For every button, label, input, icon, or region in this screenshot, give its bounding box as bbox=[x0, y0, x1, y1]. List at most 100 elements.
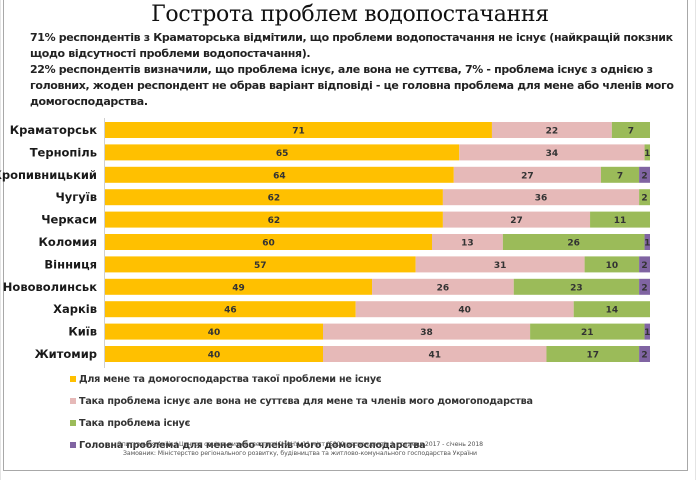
data-label: 40 bbox=[458, 306, 471, 316]
bar-segment bbox=[432, 234, 503, 250]
bar-segment bbox=[513, 278, 640, 295]
bar-segment bbox=[611, 122, 650, 138]
bar-segment bbox=[530, 323, 645, 340]
bar-segment bbox=[590, 211, 650, 228]
data-label: 60 bbox=[262, 239, 275, 249]
bar-segment bbox=[442, 189, 640, 206]
data-label: 7 bbox=[617, 171, 623, 181]
bar-segment bbox=[639, 346, 650, 362]
bar-segment bbox=[105, 301, 356, 318]
bar-segment bbox=[105, 144, 460, 161]
bar-segment bbox=[415, 256, 585, 273]
data-label: 26 bbox=[437, 283, 450, 293]
data-label: 13 bbox=[461, 239, 474, 249]
data-label: 23 bbox=[570, 283, 583, 293]
chart-source-note: Опитування Agilis / Центру соціальних ек… bbox=[90, 440, 510, 458]
legend-swatch bbox=[70, 420, 76, 426]
sheet-gridline bbox=[0, 0, 1, 480]
data-label: 31 bbox=[494, 261, 507, 271]
data-label: 22 bbox=[546, 127, 559, 137]
data-label: 1 bbox=[644, 149, 650, 159]
description-paragraph-1: 71% респондентів з Краматорська відмітил… bbox=[30, 31, 673, 60]
data-label: 10 bbox=[606, 261, 619, 271]
bar-segment bbox=[323, 323, 531, 340]
category-label: Кропивницький bbox=[0, 168, 97, 182]
chart-title: Гострота проблем водопостачання bbox=[151, 2, 549, 27]
bar-segment bbox=[639, 189, 650, 206]
bar-segment bbox=[491, 122, 612, 138]
bar-segment bbox=[442, 211, 591, 228]
bar-segment bbox=[105, 122, 492, 138]
data-label: 57 bbox=[254, 261, 267, 271]
category-label: Київ bbox=[68, 325, 97, 339]
bar-segment bbox=[105, 278, 373, 295]
category-label: Тернопіль bbox=[30, 145, 97, 159]
data-label: 26 bbox=[567, 239, 580, 249]
data-label: 17 bbox=[587, 351, 600, 361]
data-label: 65 bbox=[276, 149, 289, 159]
bar-segment bbox=[105, 211, 443, 228]
legend-swatch bbox=[70, 398, 76, 404]
data-label: 2 bbox=[641, 171, 647, 181]
bar-segment bbox=[453, 166, 601, 183]
data-label: 2 bbox=[641, 194, 647, 204]
legend-item: Така проблема існує але вона не суттєва … bbox=[70, 390, 533, 412]
bar-segment bbox=[639, 256, 650, 273]
bar-segment bbox=[372, 278, 514, 295]
category-label: Коломия bbox=[39, 235, 97, 249]
data-label: 62 bbox=[268, 194, 281, 204]
bar-segment bbox=[105, 166, 454, 183]
legend-item: Така проблема існує bbox=[70, 412, 533, 434]
data-label: 1 bbox=[644, 328, 650, 338]
legend-label: Така проблема існує але вона не суттєва … bbox=[79, 395, 533, 407]
bar-segment bbox=[323, 346, 547, 362]
legend-label: Головна проблема для мене або членів мог… bbox=[79, 439, 426, 451]
data-label: 2 bbox=[641, 283, 647, 293]
legend-swatch bbox=[70, 376, 76, 382]
bar-segment bbox=[502, 234, 645, 250]
data-label: 40 bbox=[208, 351, 221, 361]
legend-label: Для мене та домогосподарства такої пробл… bbox=[79, 373, 382, 385]
data-label: 38 bbox=[420, 328, 433, 338]
data-label: 49 bbox=[232, 283, 245, 293]
bar-segment bbox=[355, 301, 574, 318]
source-line: Опитування Agilis / Центру соціальних ек… bbox=[116, 441, 484, 448]
data-label: 2 bbox=[641, 351, 647, 361]
description-paragraph-2: 22% респондентів визначили, що проблема … bbox=[30, 63, 674, 108]
category-label: Харків bbox=[53, 302, 97, 316]
bar-segment bbox=[105, 256, 416, 273]
bar-segment bbox=[644, 323, 650, 340]
data-label: 21 bbox=[581, 328, 594, 338]
data-label: 1 bbox=[644, 239, 650, 249]
bar-segment bbox=[644, 144, 650, 161]
data-label: 34 bbox=[546, 149, 559, 159]
data-label: 71 bbox=[292, 127, 305, 137]
data-label: 2 bbox=[641, 261, 647, 271]
bar-segment bbox=[105, 189, 443, 206]
data-label: 40 bbox=[208, 328, 221, 338]
chart-legend: Для мене та домогосподарства такої пробл… bbox=[70, 368, 533, 456]
bar-segment bbox=[573, 301, 650, 318]
category-label: Черкаси bbox=[41, 213, 97, 227]
data-label: 36 bbox=[535, 194, 548, 204]
category-label: Вінниця bbox=[44, 257, 97, 271]
data-label: 11 bbox=[614, 216, 627, 226]
data-label: 41 bbox=[428, 351, 441, 361]
data-label: 62 bbox=[268, 216, 281, 226]
data-label: 27 bbox=[521, 171, 534, 181]
category-label: Нововолинськ bbox=[3, 280, 97, 294]
category-label: Житомир bbox=[35, 347, 97, 361]
data-label: 46 bbox=[224, 306, 237, 316]
bar-segment bbox=[105, 346, 323, 362]
legend-item: Для мене та домогосподарства такої пробл… bbox=[70, 368, 533, 390]
bar-segment bbox=[459, 144, 645, 161]
legend-item: Головна проблема для мене або членів мог… bbox=[70, 434, 533, 456]
chart-description: 71% респондентів з Краматорська відмітил… bbox=[30, 30, 680, 110]
sheet-gridline bbox=[695, 0, 696, 480]
bar-segment bbox=[105, 234, 432, 250]
data-label: 14 bbox=[606, 306, 619, 316]
bar-segment bbox=[639, 166, 650, 183]
bar-segment bbox=[644, 234, 650, 250]
data-label: 7 bbox=[628, 127, 634, 137]
